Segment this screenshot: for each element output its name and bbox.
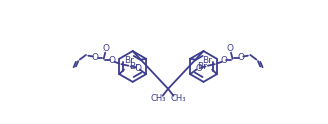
- Text: Br: Br: [129, 62, 139, 71]
- Text: CH₃: CH₃: [170, 94, 186, 103]
- Text: O: O: [195, 63, 202, 73]
- Text: O: O: [237, 53, 244, 62]
- Text: O: O: [227, 44, 234, 53]
- Text: O: O: [220, 56, 228, 65]
- Text: Br: Br: [197, 62, 207, 71]
- Text: Br: Br: [202, 56, 212, 65]
- Text: O: O: [92, 53, 99, 62]
- Text: CH₃: CH₃: [150, 94, 166, 103]
- Text: O: O: [102, 44, 110, 53]
- Text: O: O: [109, 56, 116, 65]
- Text: Br: Br: [125, 56, 134, 65]
- Text: O: O: [134, 63, 141, 73]
